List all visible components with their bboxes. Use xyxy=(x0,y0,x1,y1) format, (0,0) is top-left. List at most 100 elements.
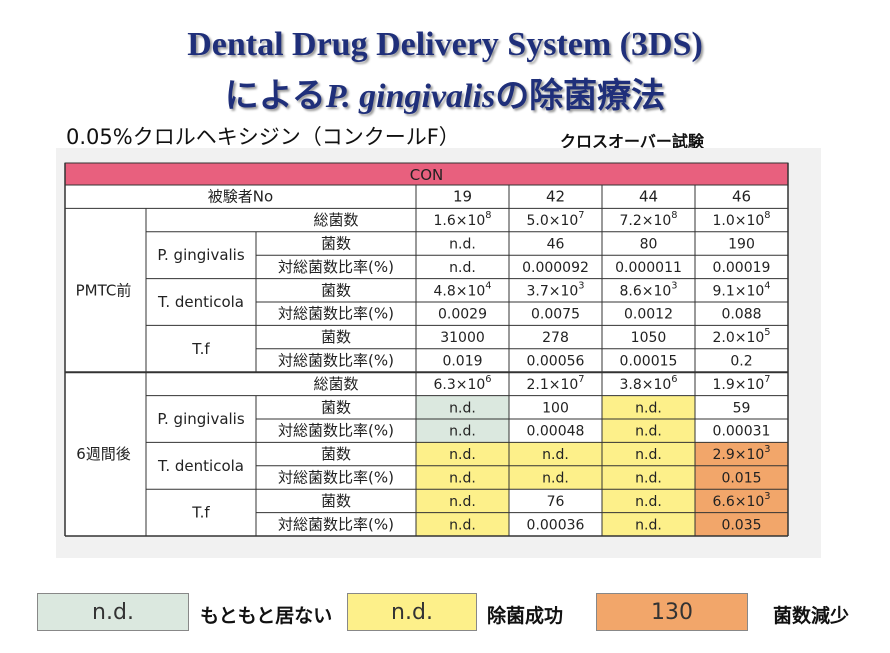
value-text: 1.0×108 xyxy=(712,210,770,229)
value-cell xyxy=(602,372,695,396)
value-text: 0.000092 xyxy=(522,260,589,276)
value-cell xyxy=(602,442,695,466)
value-text: 9.1×104 xyxy=(712,280,770,299)
value-cell xyxy=(416,302,509,326)
legend-label-eradicated: 除菌成功 xyxy=(487,605,564,627)
metric-label: 菌数 xyxy=(321,491,351,509)
value-cell xyxy=(509,302,602,326)
value-text: 278 xyxy=(542,330,569,346)
value-text: 5.0×107 xyxy=(526,210,584,229)
results-table-panel: CON 被験者No 19 42 44 46 PMTC前 総菌数 1.6×108 5.0×107 7.… xyxy=(56,148,821,558)
value-cell xyxy=(509,512,602,536)
organism-label: T. denticola xyxy=(157,293,244,311)
value-cell xyxy=(602,231,695,256)
metric-label: 菌数 xyxy=(321,445,351,463)
organism-label: T. denticola xyxy=(157,456,244,474)
metric-label: 総菌数 xyxy=(313,374,358,392)
value-text: 1.9×107 xyxy=(712,374,770,393)
value-cell xyxy=(509,208,602,232)
value-text: 0.000011 xyxy=(615,260,682,276)
value-text: 0.2 xyxy=(730,354,752,370)
value-cell xyxy=(695,419,788,443)
value-text: 7.2×108 xyxy=(619,210,677,229)
value-text: 0.00019 xyxy=(713,260,771,276)
value-text: 46 xyxy=(547,237,565,253)
metric-label: 対総菌数比率(%) xyxy=(278,351,394,369)
value-text: 0.00036 xyxy=(527,517,585,533)
legend-swatch-eradicated: n.d. xyxy=(347,593,477,631)
metric-label: 菌数 xyxy=(321,328,351,346)
value-text: 190 xyxy=(728,237,755,253)
value-cell xyxy=(509,278,602,302)
value-text: 2.0×105 xyxy=(712,327,770,346)
value-cell xyxy=(695,489,788,513)
value-cell xyxy=(695,231,788,256)
title-prefix: による xyxy=(224,78,326,115)
value-cell xyxy=(509,442,602,466)
value-text: n.d. xyxy=(449,494,476,510)
value-cell xyxy=(695,255,788,279)
value-cell xyxy=(416,465,509,490)
value-cell xyxy=(695,278,788,302)
value-text: n.d. xyxy=(542,447,569,463)
value-cell xyxy=(509,465,602,490)
legend-swatch-reduced: 130 xyxy=(596,593,748,631)
value-cell xyxy=(602,512,695,536)
value-text: n.d. xyxy=(449,400,476,416)
metric-label: 対総菌数比率(%) xyxy=(278,257,394,275)
value-text: 0.00015 xyxy=(620,354,678,370)
value-cell xyxy=(416,348,509,373)
value-cell xyxy=(509,372,602,396)
value-text: 0.019 xyxy=(442,354,482,370)
value-text: n.d. xyxy=(635,471,662,487)
value-text: n.d. xyxy=(449,517,476,533)
value-cell xyxy=(695,465,788,490)
value-cell xyxy=(416,395,509,419)
value-cell xyxy=(416,442,509,466)
value-cell xyxy=(509,395,602,419)
value-text: n.d. xyxy=(635,424,662,440)
drug-subtitle: 0.05%クロルヘキシジン（コンクールF） xyxy=(66,125,460,149)
value-text: 0.0075 xyxy=(531,307,580,323)
value-cell xyxy=(416,512,509,536)
metric-label: 総菌数 xyxy=(313,211,358,229)
value-cell xyxy=(416,489,509,513)
value-text: n.d. xyxy=(635,447,662,463)
value-text: n.d. xyxy=(449,424,476,440)
value-text: n.d. xyxy=(449,237,476,253)
value-cell xyxy=(509,325,602,349)
metric-label: 対総菌数比率(%) xyxy=(278,304,394,322)
value-cell xyxy=(695,348,788,373)
value-text: 76 xyxy=(547,494,565,510)
subject-number: 44 xyxy=(639,187,658,205)
value-cell xyxy=(695,442,788,466)
value-text: 59 xyxy=(733,400,751,416)
group-label: 6週間後 xyxy=(76,445,131,463)
slide-title-line1: Dental Drug Delivery System (3DS) xyxy=(187,26,703,63)
value-cell xyxy=(602,255,695,279)
subject-header: 被験者No xyxy=(208,187,273,205)
value-cell xyxy=(695,325,788,349)
value-cell xyxy=(509,419,602,443)
value-cell xyxy=(416,208,509,232)
legend-swatch-text: n.d. xyxy=(391,599,433,625)
value-cell xyxy=(416,325,509,349)
value-text: n.d. xyxy=(449,471,476,487)
value-cell xyxy=(695,208,788,232)
value-text: 8.6×103 xyxy=(619,280,677,299)
value-cell xyxy=(602,419,695,443)
value-cell xyxy=(602,395,695,419)
value-text: 3.7×103 xyxy=(526,280,584,299)
value-cell xyxy=(509,489,602,513)
subject-number: 19 xyxy=(453,187,472,205)
value-cell xyxy=(602,465,695,490)
value-cell xyxy=(602,208,695,232)
value-cell xyxy=(416,278,509,302)
value-text: 0.00031 xyxy=(713,424,771,440)
value-text: 0.015 xyxy=(721,471,761,487)
value-cell xyxy=(695,395,788,419)
value-text: 1.6×108 xyxy=(433,210,491,229)
organism-label: T.f xyxy=(191,339,210,357)
metric-label: 菌数 xyxy=(321,281,351,299)
